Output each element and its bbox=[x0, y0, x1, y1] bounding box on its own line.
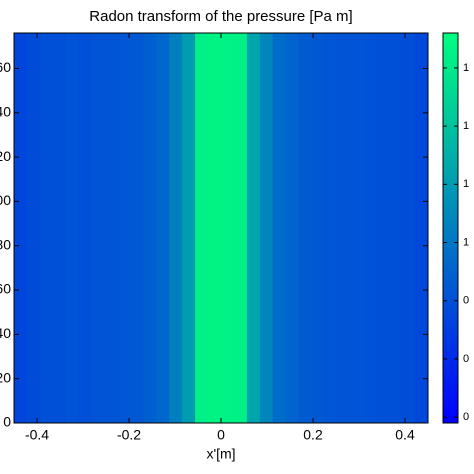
colorbar: 0 0 0 1 1 1 1 bbox=[442, 32, 469, 424]
x-axis-label: x'[m] bbox=[206, 446, 235, 462]
heatmap-cell bbox=[337, 33, 351, 423]
heatmap-cell bbox=[104, 33, 118, 423]
colorbar-tick-label: 0 bbox=[463, 353, 469, 365]
heatmap-cell bbox=[221, 33, 235, 423]
heatmap-cell bbox=[39, 33, 54, 423]
y-tick-label: 160 bbox=[0, 59, 11, 75]
heatmap-cell bbox=[52, 33, 67, 423]
heatmap-cell bbox=[285, 33, 300, 423]
heatmap-cell bbox=[130, 33, 144, 423]
colorbar-tick-label: 1 bbox=[463, 236, 469, 248]
heatmap-cell bbox=[350, 33, 364, 423]
y-tick-label: 140 bbox=[0, 103, 11, 119]
heatmap-cell bbox=[402, 33, 416, 423]
heatmap-cell bbox=[182, 33, 196, 423]
heatmap-cell bbox=[14, 33, 28, 423]
heatmap-cell bbox=[26, 33, 41, 423]
heatmap-cell bbox=[78, 33, 93, 423]
heatmap-cell bbox=[389, 33, 403, 423]
heatmap-cell bbox=[208, 33, 222, 423]
heatmap-cell bbox=[298, 33, 313, 423]
y-tick-label: 20 bbox=[0, 369, 11, 385]
colorbar-fill bbox=[442, 32, 459, 424]
y-tick-label: 80 bbox=[0, 236, 11, 252]
x-tick-label: -0.2 bbox=[117, 427, 141, 443]
heatmap-cell bbox=[363, 33, 377, 423]
heatmap-cell bbox=[65, 33, 80, 423]
y-tick-label: 60 bbox=[0, 281, 11, 297]
heatmap-cell bbox=[246, 33, 261, 423]
colorbar-tick-label: 0 bbox=[463, 295, 469, 307]
x-tick-label: 0.2 bbox=[303, 427, 323, 443]
y-tick-label: 120 bbox=[0, 148, 11, 164]
x-tick-label: -0.4 bbox=[25, 427, 49, 443]
heatmap-cell bbox=[91, 33, 106, 423]
heatmap-cell bbox=[272, 33, 287, 423]
colorbar-tick-label: 1 bbox=[463, 178, 469, 190]
heatmap-cell bbox=[311, 33, 325, 423]
colorbar-tick-label: 0 bbox=[463, 411, 469, 423]
x-tick-label: 0.4 bbox=[395, 427, 415, 443]
colorbar-tick-label: 1 bbox=[463, 120, 469, 132]
y-tick-label: 100 bbox=[0, 192, 11, 208]
y-tick-label: 40 bbox=[0, 325, 11, 341]
colorbar-tick-label: 1 bbox=[463, 62, 469, 74]
heatmap-cell bbox=[143, 33, 157, 423]
heatmap-cell bbox=[233, 33, 248, 423]
chart-title: Radon transform of the pressure [Pa m] bbox=[89, 8, 352, 25]
heatmap-cell bbox=[117, 33, 131, 423]
heatmap-cell bbox=[156, 33, 170, 423]
heatmap-cell bbox=[376, 33, 390, 423]
x-tick-label: 0 bbox=[217, 427, 225, 443]
heatmap-cell bbox=[324, 33, 338, 423]
y-tick-label: 0 bbox=[3, 414, 11, 430]
heatmap-cell bbox=[169, 33, 183, 423]
heatmap-cell bbox=[195, 33, 209, 423]
heatmap-cell bbox=[415, 33, 429, 423]
heatmap-cell bbox=[259, 33, 274, 423]
